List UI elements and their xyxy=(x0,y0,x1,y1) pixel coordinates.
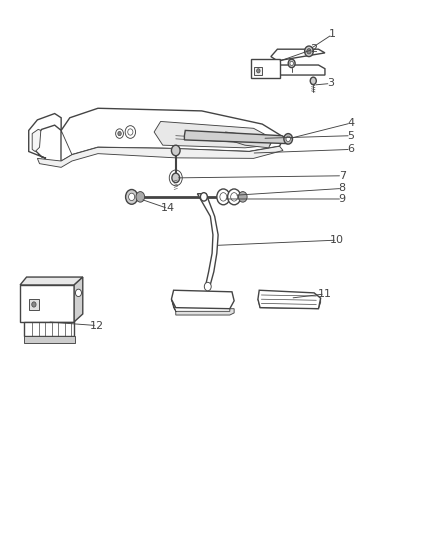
Text: 1: 1 xyxy=(329,29,336,39)
Circle shape xyxy=(204,282,211,291)
Text: 9: 9 xyxy=(339,194,346,204)
Circle shape xyxy=(116,129,124,139)
Text: 3: 3 xyxy=(327,78,334,88)
Polygon shape xyxy=(251,59,279,78)
Polygon shape xyxy=(271,65,325,75)
Circle shape xyxy=(310,77,316,85)
Circle shape xyxy=(307,49,311,54)
Polygon shape xyxy=(258,298,321,309)
Circle shape xyxy=(125,126,135,139)
Polygon shape xyxy=(61,131,72,161)
Polygon shape xyxy=(258,290,321,309)
Circle shape xyxy=(238,191,247,202)
Circle shape xyxy=(304,46,313,56)
Circle shape xyxy=(172,173,180,183)
Polygon shape xyxy=(32,130,41,151)
Polygon shape xyxy=(198,193,218,288)
Polygon shape xyxy=(25,322,74,336)
Circle shape xyxy=(284,134,293,144)
Polygon shape xyxy=(171,290,234,309)
Text: 10: 10 xyxy=(330,235,344,245)
Text: 4: 4 xyxy=(347,118,354,128)
Polygon shape xyxy=(37,146,283,167)
Circle shape xyxy=(290,61,293,66)
Circle shape xyxy=(201,192,207,201)
Polygon shape xyxy=(29,299,39,310)
Text: 14: 14 xyxy=(161,204,175,214)
Circle shape xyxy=(220,192,227,201)
Circle shape xyxy=(171,145,180,156)
Polygon shape xyxy=(24,336,75,343)
Circle shape xyxy=(228,189,240,205)
Circle shape xyxy=(75,289,81,296)
Polygon shape xyxy=(271,49,325,61)
Circle shape xyxy=(126,190,138,204)
Polygon shape xyxy=(74,277,83,322)
Text: 8: 8 xyxy=(339,183,346,193)
Polygon shape xyxy=(29,114,61,158)
Polygon shape xyxy=(184,131,288,143)
Text: 5: 5 xyxy=(347,131,354,141)
Text: 11: 11 xyxy=(318,289,332,299)
Text: 12: 12 xyxy=(90,320,104,330)
Polygon shape xyxy=(171,299,234,315)
Circle shape xyxy=(288,59,295,68)
Text: 7: 7 xyxy=(339,171,346,181)
Circle shape xyxy=(136,191,145,202)
Text: 2: 2 xyxy=(310,44,317,54)
Circle shape xyxy=(118,132,121,136)
Polygon shape xyxy=(61,108,284,161)
Polygon shape xyxy=(20,285,74,322)
Text: 6: 6 xyxy=(347,144,354,155)
Polygon shape xyxy=(223,132,271,148)
Circle shape xyxy=(231,192,237,201)
Circle shape xyxy=(257,69,260,73)
Circle shape xyxy=(32,302,36,307)
Polygon shape xyxy=(154,122,273,148)
Circle shape xyxy=(128,129,133,135)
Circle shape xyxy=(217,189,230,205)
Circle shape xyxy=(286,136,290,141)
Polygon shape xyxy=(20,277,83,285)
Circle shape xyxy=(129,193,134,200)
Polygon shape xyxy=(254,67,262,75)
